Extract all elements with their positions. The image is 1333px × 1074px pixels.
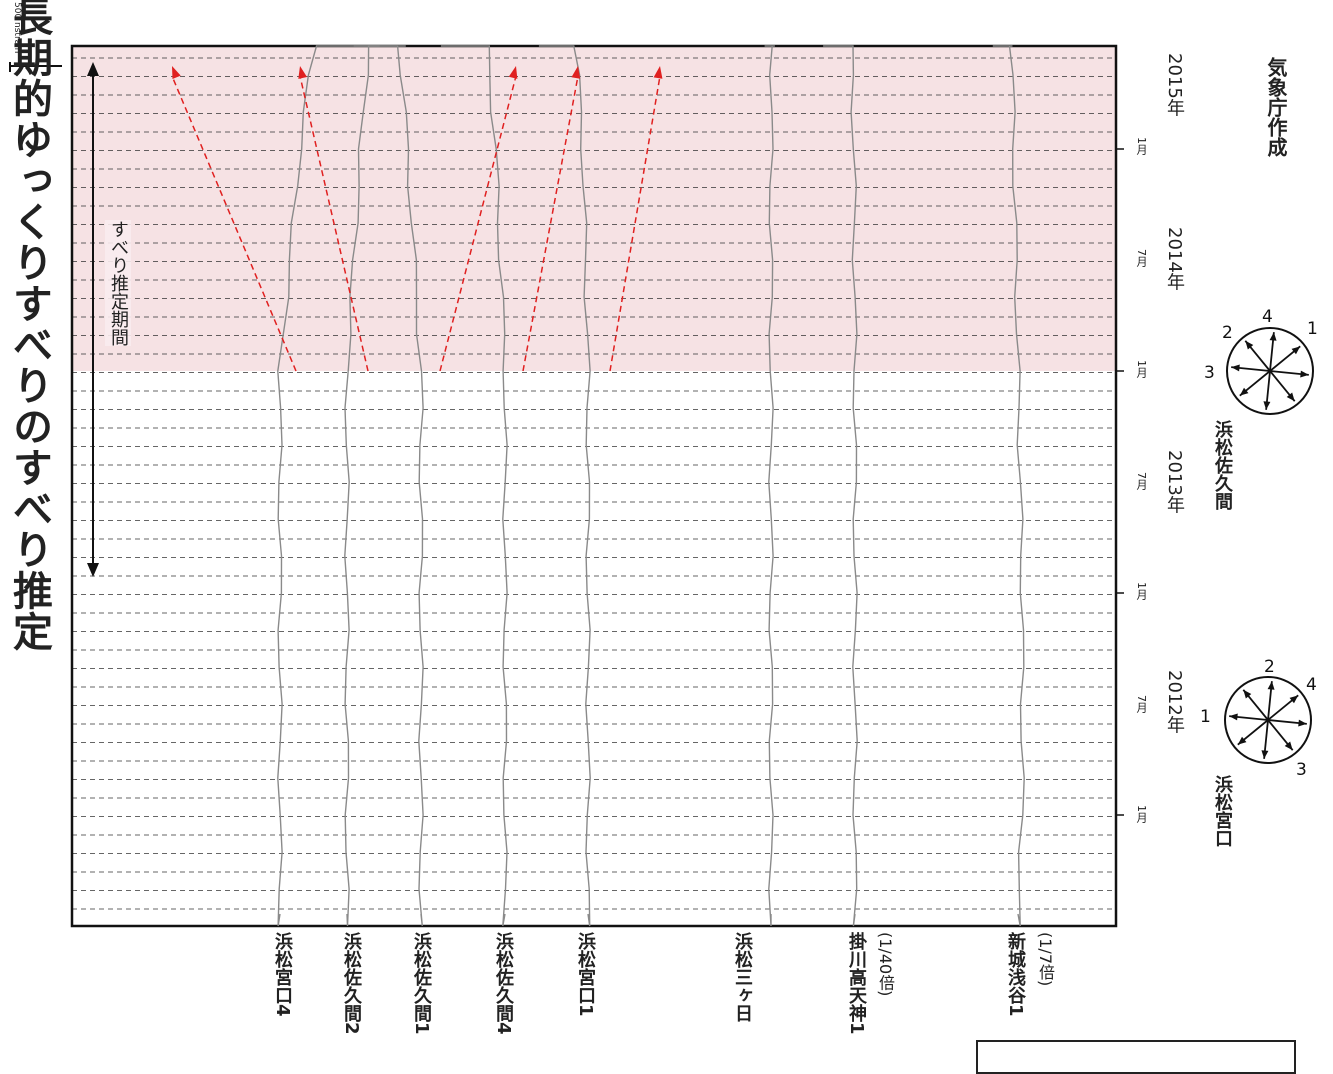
year-label: 2012年 — [1164, 670, 1185, 734]
compass-direction-label: 3 — [1204, 363, 1215, 383]
compass-station-label: 浜松佐久間 — [1212, 420, 1233, 510]
station-label: 掛川高天神1 — [846, 932, 867, 1035]
compass-direction-label: 2 — [1264, 657, 1275, 677]
month-tick-label: 1月 — [1135, 360, 1148, 378]
period-bracket-arrowhead — [87, 563, 99, 577]
compass-arrowhead — [1243, 689, 1252, 699]
compass-arrowhead — [1289, 695, 1299, 704]
month-tick-label: 7月 — [1135, 249, 1148, 267]
slip-arrow-head — [172, 66, 181, 79]
trace-line — [538, 45, 591, 927]
compass-arrowhead — [1300, 370, 1309, 378]
compass-arrowhead — [1245, 340, 1254, 350]
slip-arrow-head — [508, 66, 518, 79]
period-bracket — [87, 62, 99, 577]
slip-arrow-line — [299, 75, 369, 372]
station-label: 新城浅谷1 — [1005, 932, 1026, 1017]
year-label: 2014年 — [1164, 227, 1185, 291]
trace-line — [764, 45, 775, 927]
year-label: 2015年 — [1164, 53, 1185, 117]
month-tick-label: 7月 — [1135, 695, 1148, 713]
station-label: 浜松佐久間2 — [341, 932, 362, 1035]
time-ticks — [1116, 148, 1124, 816]
month-tick-label: 1月 — [1135, 582, 1148, 600]
compass-arrowhead — [1298, 719, 1307, 727]
compass-rose-hamamatsu-miyaguchi: 1 2 3 4 — [1200, 657, 1317, 780]
strain-traces — [277, 45, 1025, 927]
station-label: 浜松宮口1 — [575, 932, 596, 1017]
station-label: 浜松佐久間1 — [411, 932, 432, 1035]
slip-arrows — [171, 66, 663, 372]
plot-frame — [70, 44, 1118, 928]
slip-arrow-head — [298, 66, 308, 79]
page-title: 長期的ゆっくりすべりのすべり推定 — [6, 0, 52, 652]
compass-arrowhead — [1261, 750, 1269, 759]
period-label: すべり推定期間 — [105, 220, 131, 346]
compass-arrowhead — [1291, 346, 1301, 355]
month-tick-label: 7月 — [1135, 472, 1148, 490]
agency-credit: 気象庁作成 — [1264, 57, 1288, 157]
slip-arrow-head — [653, 66, 663, 79]
slip-arrow-line — [522, 75, 579, 372]
station-scale-note: (1/7倍) — [1036, 932, 1055, 987]
compass-arrowhead — [1237, 736, 1247, 745]
compass-arrowhead — [1269, 332, 1277, 341]
month-tick-label: 1月 — [1135, 805, 1148, 823]
scale-bar — [9, 62, 62, 72]
month-tick-label: 1月 — [1135, 137, 1148, 155]
trace-line — [823, 45, 858, 927]
period-bracket-arrowhead — [87, 62, 99, 76]
station-label: 浜松宮口4 — [272, 932, 293, 1017]
scale-bar-label: 500 nstrain — [12, 2, 22, 54]
year-label: 2013年 — [1164, 450, 1185, 514]
compass-direction-label: 4 — [1306, 675, 1317, 695]
slip-arrow-line — [439, 75, 517, 372]
compass-arrowhead — [1286, 392, 1295, 402]
compass-station-label: 浜松宮口 — [1212, 775, 1233, 847]
station-scale-note: (1/40倍) — [876, 932, 895, 997]
trace-line — [440, 45, 508, 927]
compass-direction-label: 4 — [1262, 307, 1273, 327]
station-label: 浜松三ヶ日 — [732, 932, 753, 1022]
grid-lines — [72, 57, 1116, 910]
legend-box — [976, 1040, 1296, 1074]
compass-arrowhead — [1229, 713, 1238, 721]
compass-rose-hamamatsu-sakuma: 1 23 4 — [1204, 307, 1318, 415]
compass-direction-label: 2 — [1222, 323, 1233, 343]
compass-arrowhead — [1267, 681, 1275, 690]
slip-arrow-head — [571, 66, 581, 79]
compass-arrowhead — [1263, 401, 1271, 410]
compass-direction-label: 1 — [1200, 707, 1211, 727]
compass-arrowhead — [1239, 387, 1249, 396]
slip-arrow-line — [171, 75, 297, 372]
compass-direction-label: 1 — [1307, 319, 1318, 339]
trace-line — [353, 45, 424, 927]
compass-arrowhead — [1284, 741, 1293, 751]
compass-arrowhead — [1231, 364, 1240, 372]
compass-direction-label: 3 — [1296, 760, 1307, 780]
station-label: 浜松佐久間4 — [493, 932, 514, 1035]
trace-line — [992, 45, 1025, 927]
